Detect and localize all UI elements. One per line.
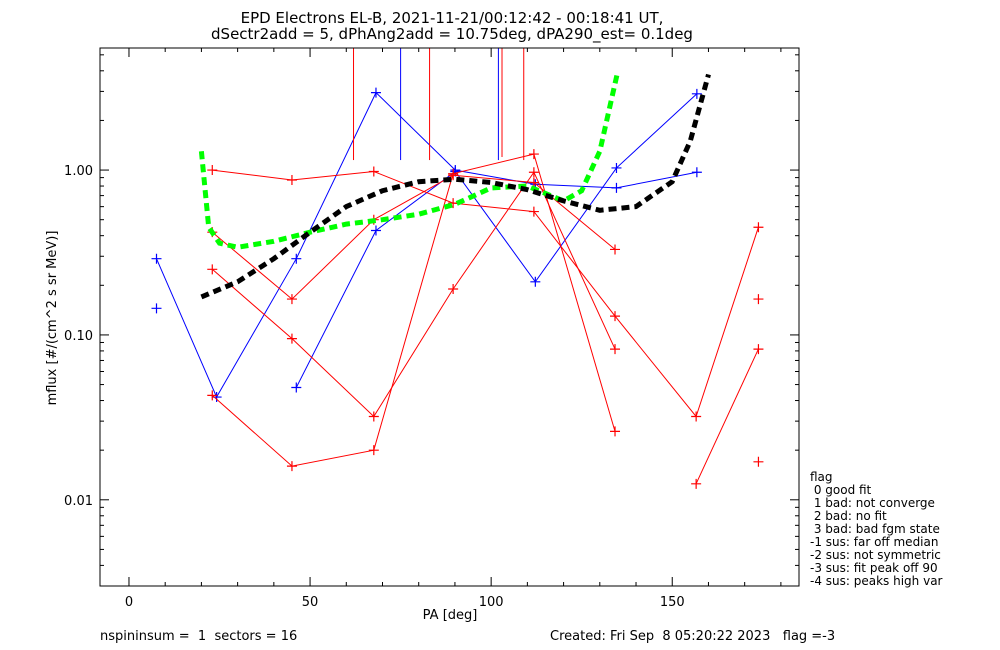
plot-frame <box>99 47 800 587</box>
legend-entry: 0 good fit <box>810 483 872 497</box>
data-point <box>207 264 218 275</box>
data-point <box>611 182 622 193</box>
data-point <box>291 382 302 393</box>
series-line <box>211 174 616 300</box>
data-point <box>151 253 162 264</box>
legend-entry: -4 sus: peaks high var <box>810 574 943 588</box>
fit-curve <box>200 73 711 300</box>
data-point <box>211 392 222 403</box>
data-point <box>370 87 381 98</box>
legend-entry: 3 bad: bad fgm state <box>810 522 940 536</box>
data-point <box>528 177 539 188</box>
x-tick-label: 150 <box>660 595 685 610</box>
legend-entry: 1 bad: not converge <box>810 496 935 510</box>
plot-marks <box>151 48 764 489</box>
data-point <box>151 303 162 314</box>
axes: 0 50 100 150 0.01 0.10 1.00 <box>64 48 799 610</box>
legend-entry: -1 sus: far off median <box>810 535 938 549</box>
data-point <box>368 411 379 422</box>
y-tick-label: 0.10 <box>64 329 93 344</box>
legend-entry: -3 sus: fit peak off 90 <box>810 561 938 575</box>
data-point <box>691 167 702 178</box>
series-line <box>156 91 697 399</box>
chart-title: EPD Electrons EL-B, 2021-11-21/00:12:42 … <box>241 9 664 27</box>
series-line <box>211 153 616 467</box>
series-line <box>695 348 759 485</box>
chart-subtitle: dSectr2add = 5, dPhAng2add = 10.75deg, d… <box>211 25 693 44</box>
data-point <box>691 88 702 99</box>
legend-title: flag <box>810 470 833 484</box>
data-point <box>286 294 297 305</box>
data-point <box>448 283 459 294</box>
data-point <box>530 276 541 287</box>
data-point <box>753 344 764 355</box>
data-point <box>207 165 218 176</box>
data-point <box>610 244 621 255</box>
data-point <box>370 225 381 236</box>
data-point <box>368 445 379 456</box>
y-tick-label: 0.01 <box>64 494 93 509</box>
series-line <box>212 169 759 418</box>
data-point <box>691 478 702 489</box>
data-point <box>753 456 764 467</box>
series-line <box>211 171 616 418</box>
fit-curve <box>198 70 621 250</box>
x-axis-label: PA [deg] <box>423 608 478 623</box>
legend-entry: 2 bad: no fit <box>810 509 887 523</box>
data-point <box>286 333 297 344</box>
data-point <box>291 253 302 264</box>
series-line <box>295 93 698 388</box>
data-point <box>286 175 297 186</box>
data-point <box>528 206 539 217</box>
data-point <box>448 170 459 181</box>
y-axis-label: mflux [#/(cm^2 s sr MeV)] <box>45 231 60 406</box>
x-tick-label: 50 <box>302 595 319 610</box>
x-tick-label: 100 <box>479 595 504 610</box>
data-point <box>207 390 218 401</box>
data-point <box>610 311 621 322</box>
data-point <box>610 426 621 437</box>
data-point <box>610 344 621 355</box>
x-tick-label: 0 <box>125 595 133 610</box>
data-point <box>753 222 764 233</box>
data-point <box>691 411 702 422</box>
footer-created: Created: Fri Sep 8 05:20:22 2023 flag =-… <box>550 629 835 644</box>
data-point <box>611 162 622 173</box>
data-point <box>368 166 379 177</box>
data-point <box>528 149 539 160</box>
data-point <box>528 167 539 178</box>
data-point <box>286 461 297 472</box>
legend-entry: -2 sus: not symmetric <box>810 548 941 562</box>
legend: flag 0 good fit 1 bad: not converge 2 ba… <box>810 470 943 588</box>
y-tick-label: 1.00 <box>64 164 93 179</box>
data-point <box>753 294 764 305</box>
footer-spin-info: nspininsum = 1 sectors = 16 <box>100 629 297 644</box>
